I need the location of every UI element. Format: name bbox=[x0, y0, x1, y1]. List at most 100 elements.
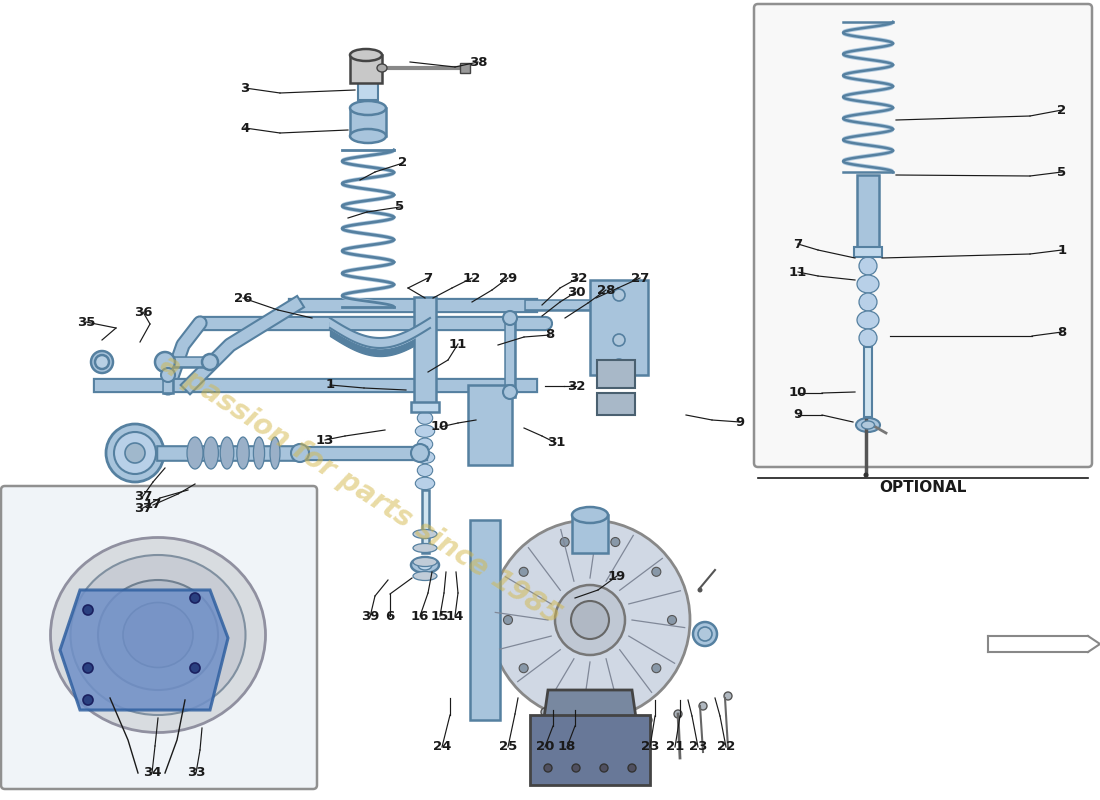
Text: 15: 15 bbox=[431, 610, 449, 622]
FancyBboxPatch shape bbox=[1, 486, 317, 789]
Ellipse shape bbox=[859, 257, 877, 275]
Ellipse shape bbox=[490, 520, 690, 720]
Ellipse shape bbox=[600, 764, 608, 772]
Bar bbox=[414, 297, 436, 410]
Bar bbox=[597, 360, 635, 388]
Ellipse shape bbox=[106, 424, 164, 482]
Text: 8: 8 bbox=[1057, 326, 1067, 338]
Ellipse shape bbox=[417, 412, 432, 424]
Ellipse shape bbox=[556, 585, 625, 655]
Text: 25: 25 bbox=[499, 741, 517, 754]
Bar bbox=[468, 385, 512, 465]
Bar bbox=[530, 715, 650, 785]
Text: 12: 12 bbox=[463, 271, 481, 285]
Text: 26: 26 bbox=[234, 291, 252, 305]
Text: 21: 21 bbox=[666, 741, 684, 754]
Ellipse shape bbox=[95, 355, 109, 369]
Ellipse shape bbox=[693, 622, 717, 646]
Text: 37: 37 bbox=[134, 490, 152, 502]
Text: 1: 1 bbox=[326, 378, 334, 391]
Polygon shape bbox=[342, 283, 394, 309]
Text: 13: 13 bbox=[316, 434, 334, 446]
Ellipse shape bbox=[857, 311, 879, 329]
Ellipse shape bbox=[541, 708, 549, 716]
Ellipse shape bbox=[644, 716, 652, 724]
Ellipse shape bbox=[202, 354, 218, 370]
Ellipse shape bbox=[560, 694, 569, 702]
Ellipse shape bbox=[857, 275, 879, 293]
Ellipse shape bbox=[864, 473, 869, 478]
Ellipse shape bbox=[859, 293, 877, 311]
Ellipse shape bbox=[572, 764, 580, 772]
Ellipse shape bbox=[123, 602, 192, 667]
Text: 19: 19 bbox=[608, 570, 626, 582]
Text: OPTIONAL: OPTIONAL bbox=[879, 480, 967, 495]
Ellipse shape bbox=[82, 663, 94, 673]
Bar bbox=[854, 247, 882, 257]
Ellipse shape bbox=[698, 627, 712, 641]
Ellipse shape bbox=[503, 311, 517, 325]
Ellipse shape bbox=[125, 443, 145, 463]
Ellipse shape bbox=[411, 557, 439, 573]
Text: 38: 38 bbox=[469, 55, 487, 69]
Ellipse shape bbox=[412, 543, 437, 553]
Text: 37: 37 bbox=[134, 502, 152, 514]
Ellipse shape bbox=[190, 593, 200, 603]
FancyBboxPatch shape bbox=[754, 4, 1092, 467]
Ellipse shape bbox=[610, 694, 619, 702]
Text: 36: 36 bbox=[134, 306, 152, 318]
Text: 24: 24 bbox=[432, 741, 451, 754]
Ellipse shape bbox=[82, 695, 94, 705]
Text: 10: 10 bbox=[431, 421, 449, 434]
Text: 5: 5 bbox=[395, 201, 405, 214]
Text: 30: 30 bbox=[566, 286, 585, 298]
Text: 20: 20 bbox=[536, 741, 554, 754]
Bar bbox=[411, 402, 439, 411]
Ellipse shape bbox=[504, 615, 513, 625]
Ellipse shape bbox=[292, 444, 309, 462]
Text: 11: 11 bbox=[789, 266, 807, 278]
Polygon shape bbox=[538, 690, 642, 760]
Ellipse shape bbox=[417, 464, 432, 477]
Text: 39: 39 bbox=[361, 610, 379, 623]
Polygon shape bbox=[843, 42, 893, 66]
Ellipse shape bbox=[861, 421, 875, 429]
Bar bbox=[597, 393, 635, 415]
Ellipse shape bbox=[350, 101, 386, 115]
Polygon shape bbox=[342, 238, 394, 264]
Polygon shape bbox=[342, 261, 394, 286]
Text: a passion for parts since 1985: a passion for parts since 1985 bbox=[154, 350, 565, 630]
Text: 11: 11 bbox=[449, 338, 468, 350]
Bar bbox=[864, 347, 872, 417]
Text: 5: 5 bbox=[1057, 166, 1067, 178]
Ellipse shape bbox=[91, 351, 113, 373]
Ellipse shape bbox=[377, 64, 387, 72]
Ellipse shape bbox=[859, 329, 877, 347]
Ellipse shape bbox=[519, 567, 528, 576]
Text: 1: 1 bbox=[1057, 243, 1067, 257]
Bar bbox=[572, 515, 608, 553]
Ellipse shape bbox=[161, 368, 175, 382]
Text: 10: 10 bbox=[789, 386, 807, 399]
Bar bbox=[358, 78, 378, 100]
Ellipse shape bbox=[628, 764, 636, 772]
Bar bbox=[857, 175, 879, 255]
Bar bbox=[470, 520, 500, 720]
Polygon shape bbox=[843, 149, 893, 174]
Ellipse shape bbox=[350, 49, 382, 61]
Text: 23: 23 bbox=[689, 741, 707, 754]
Polygon shape bbox=[342, 194, 394, 218]
Ellipse shape bbox=[190, 663, 200, 673]
Text: 31: 31 bbox=[547, 437, 565, 450]
Ellipse shape bbox=[270, 437, 280, 469]
Ellipse shape bbox=[544, 764, 552, 772]
Ellipse shape bbox=[350, 129, 386, 143]
Ellipse shape bbox=[566, 716, 574, 724]
Ellipse shape bbox=[51, 538, 265, 733]
Polygon shape bbox=[843, 106, 893, 130]
Ellipse shape bbox=[503, 385, 517, 399]
Ellipse shape bbox=[417, 438, 432, 450]
Ellipse shape bbox=[187, 437, 204, 469]
Ellipse shape bbox=[204, 437, 219, 469]
Ellipse shape bbox=[412, 558, 437, 566]
